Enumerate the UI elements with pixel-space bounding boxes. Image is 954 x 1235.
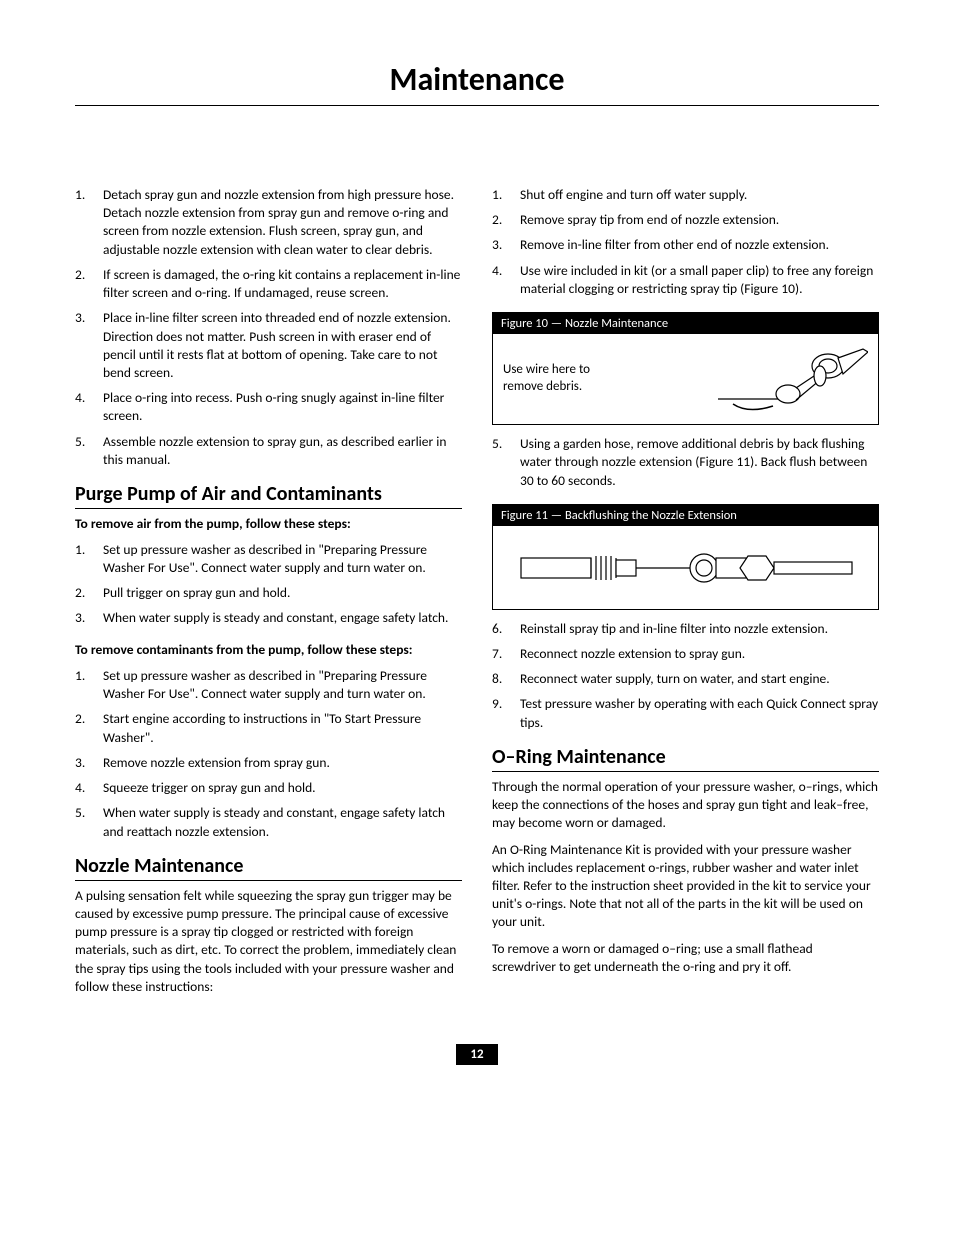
- page-title: Maintenance: [75, 60, 879, 106]
- list-item: Place o-ring into recess. Push o-ring sn…: [75, 389, 462, 425]
- purge-air-steps: Set up pressure washer as described in "…: [75, 541, 462, 628]
- list-item: Shut off engine and turn off water suppl…: [492, 186, 879, 204]
- oring-p3: To remove a worn or damaged o–ring; use …: [492, 940, 879, 976]
- list-item: If screen is damaged, the o-ring kit con…: [75, 266, 462, 302]
- oring-p2: An O-Ring Maintenance Kit is provided wi…: [492, 841, 879, 932]
- list-item: When water supply is steady and constant…: [75, 609, 462, 627]
- figure-11-caption: Figure 11 — Backflushing the Nozzle Exte…: [493, 505, 878, 526]
- content-columns: Detach spray gun and nozzle extension fr…: [75, 186, 879, 1004]
- list-item: Remove spray tip from end of nozzle exte…: [492, 211, 879, 229]
- page-number: 12: [456, 1044, 497, 1065]
- list-item: Assemble nozzle extension to spray gun, …: [75, 433, 462, 469]
- list-item: Test pressure washer by operating with e…: [492, 695, 879, 731]
- left-column: Detach spray gun and nozzle extension fr…: [75, 186, 462, 1004]
- figure-10-caption: Figure 10 — Nozzle Maintenance: [493, 313, 878, 334]
- figure-11: Figure 11 — Backflushing the Nozzle Exte…: [492, 504, 879, 610]
- page-footer: 12: [75, 1044, 879, 1065]
- purge-air-intro: To remove air from the pump, follow thes…: [75, 515, 462, 533]
- nozzle-heading: Nozzle Maintenance: [75, 855, 462, 881]
- oring-p1: Through the normal operation of your pre…: [492, 778, 879, 833]
- list-item: Reinstall spray tip and in-line filter i…: [492, 620, 879, 638]
- list-item: When water supply is steady and constant…: [75, 804, 462, 840]
- list-item: Place in-line filter screen into threade…: [75, 309, 462, 382]
- list-item: Start engine according to instructions i…: [75, 710, 462, 746]
- nozzle-wire-icon: [678, 344, 868, 414]
- nozzle-steps-1: Shut off engine and turn off water suppl…: [492, 186, 879, 298]
- list-item: Remove nozzle extension from spray gun.: [75, 754, 462, 772]
- list-item: Reconnect nozzle extension to spray gun.: [492, 645, 879, 663]
- nozzle-steps-2: Using a garden hose, remove additional d…: [492, 435, 879, 490]
- list-item: Remove in-line filter from other end of …: [492, 236, 879, 254]
- right-column: Shut off engine and turn off water suppl…: [492, 186, 879, 1004]
- list-item: Squeeze trigger on spray gun and hold.: [75, 779, 462, 797]
- purge-contam-intro: To remove contaminants from the pump, fo…: [75, 641, 462, 659]
- purge-heading: Purge Pump of Air and Contaminants: [75, 483, 462, 509]
- list-item: Set up pressure washer as described in "…: [75, 541, 462, 577]
- nozzle-intro: A pulsing sensation felt while squeezing…: [75, 887, 462, 996]
- list-item: Pull trigger on spray gun and hold.: [75, 584, 462, 602]
- oring-heading: O–Ring Maintenance: [492, 746, 879, 772]
- figure-10: Figure 10 — Nozzle Maintenance Use wire …: [492, 312, 879, 425]
- filter-screen-steps: Detach spray gun and nozzle extension fr…: [75, 186, 462, 469]
- list-item: Detach spray gun and nozzle extension fr…: [75, 186, 462, 259]
- figure-10-label: Use wire here to remove debris.: [503, 362, 590, 396]
- backflush-icon: [516, 540, 856, 595]
- purge-contam-steps: Set up pressure washer as described in "…: [75, 667, 462, 841]
- nozzle-steps-3: Reinstall spray tip and in-line filter i…: [492, 620, 879, 732]
- list-item: Set up pressure washer as described in "…: [75, 667, 462, 703]
- list-item: Reconnect water supply, turn on water, a…: [492, 670, 879, 688]
- list-item: Use wire included in kit (or a small pap…: [492, 262, 879, 298]
- list-item: Using a garden hose, remove additional d…: [492, 435, 879, 490]
